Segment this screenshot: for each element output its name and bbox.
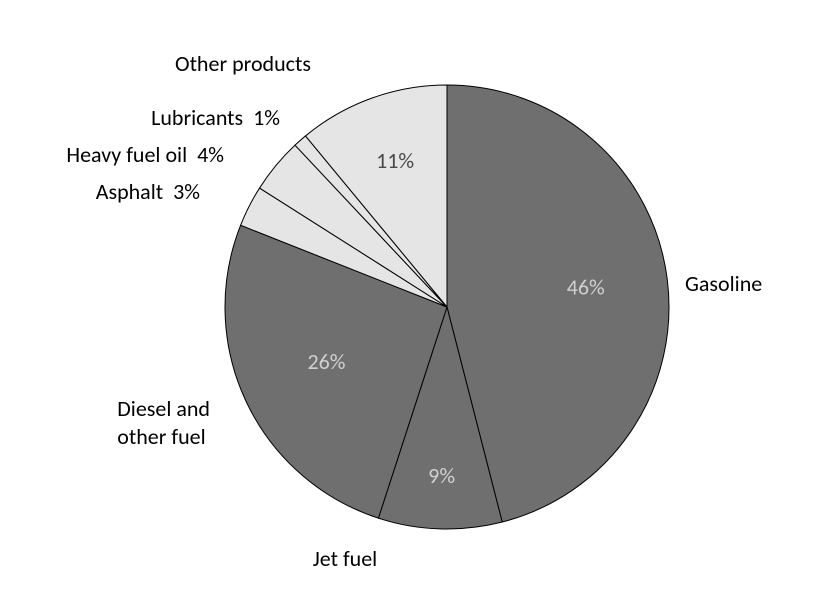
slice-external-label: Diesel andother fuel — [117, 395, 210, 450]
slice-external-label: Other products — [175, 50, 311, 78]
slice-label-line: Diesel and — [117, 395, 210, 422]
slice-external-label: Heavy fuel oil 4% — [66, 141, 224, 169]
slice-percent-inline: 1 — [253, 104, 264, 131]
slice-external-label: Lubricants 1% — [151, 104, 280, 132]
pie-svg: 46% 9% 26% 11% — [0, 0, 827, 599]
slice-percent-label: 9% — [428, 462, 455, 489]
slice-external-label: Gasoline — [685, 270, 762, 298]
slice-percent-label: 26% — [307, 348, 345, 375]
slice-label-line: Heavy fuel oil — [66, 141, 187, 168]
slice-external-label: Asphalt 3% — [96, 178, 200, 206]
slice-percent-inline: 3 — [173, 178, 184, 205]
slice-label-line: Jet fuel — [313, 545, 377, 572]
slice-label-line: Other products — [175, 50, 311, 77]
pie-chart: 46% 9% 26% 11% Gasoline Jet fuel Diesel andot… — [0, 0, 827, 599]
slice-percent-label: 11% — [376, 147, 414, 174]
slice-label-line: Lubricants — [151, 104, 243, 131]
slice-external-label: Jet fuel — [313, 545, 377, 573]
slice-label-line: Asphalt — [96, 178, 163, 205]
slice-percent-label: 46% — [567, 274, 605, 301]
slice-label-line: other fuel — [117, 423, 205, 450]
slice-percent-inline: 4 — [197, 141, 208, 168]
slice-label-line: Gasoline — [685, 270, 762, 297]
